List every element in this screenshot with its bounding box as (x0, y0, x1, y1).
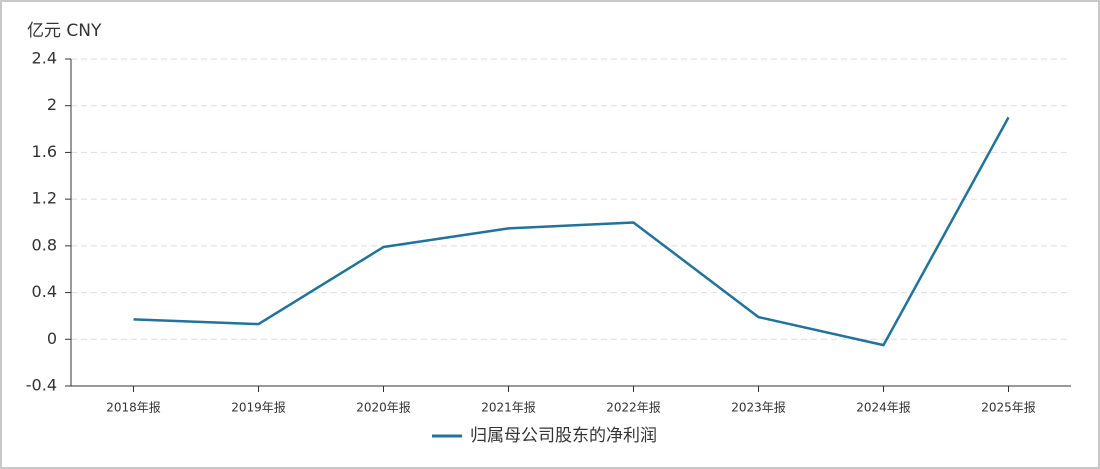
x-tick-label: 2021年报 (481, 400, 536, 415)
y-tick-label: 2.4 (32, 49, 57, 68)
x-tick-label: 2022年报 (606, 400, 661, 415)
y-tick-label: 0.4 (32, 282, 57, 301)
y-tick-label: -0.4 (26, 376, 57, 395)
x-tick-label: 2019年报 (231, 400, 286, 415)
y-tick-label: 0 (47, 329, 57, 348)
line (133, 116, 1010, 347)
y-tick-label: 0.8 (32, 235, 57, 254)
x-tick-label: 2024年报 (856, 400, 911, 415)
x-tick-label: 2018年报 (106, 400, 161, 415)
x-tick-label: 2023年报 (731, 400, 786, 415)
y-tick-label: 1.6 (32, 142, 57, 161)
y-tick-label: 2 (47, 95, 57, 114)
y-unit: 亿元 CNY (27, 21, 102, 41)
y-tick-label: 1.2 (32, 189, 57, 208)
x-tick-label: 2025年报 (981, 400, 1036, 415)
x-tick-label: 2020年报 (356, 400, 411, 415)
legend-label: 归属母公司股东的净利润 (470, 426, 657, 446)
